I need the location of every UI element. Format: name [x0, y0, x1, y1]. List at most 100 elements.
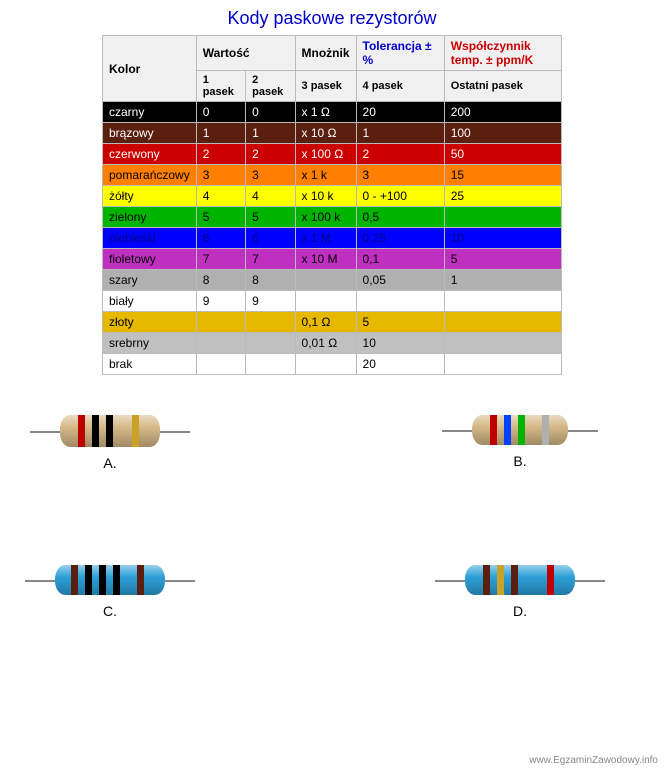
table-cell — [444, 354, 561, 375]
table-cell: 10 — [356, 333, 444, 354]
table-cell: 2 — [246, 144, 295, 165]
table-cell: 0,05 — [356, 270, 444, 291]
resistor-c: C. — [30, 565, 190, 619]
table-cell: 1 — [246, 123, 295, 144]
col-2pasek: 2 pasek — [246, 71, 295, 102]
table-cell: 7 — [196, 249, 245, 270]
table-cell — [246, 333, 295, 354]
col-wartosc: Wartość — [196, 36, 295, 71]
table-cell — [444, 291, 561, 312]
table-cell: 5 — [246, 207, 295, 228]
resistor-label: D. — [440, 603, 600, 619]
table-cell: x 100 Ω — [295, 144, 356, 165]
table-cell: 8 — [196, 270, 245, 291]
resistor-label: C. — [30, 603, 190, 619]
resistor-color-table: Kolor Wartość Mnożnik Tolerancja ± % Wsp… — [102, 35, 562, 375]
table-row: czerwony22x 100 Ω250 — [103, 144, 562, 165]
resistor-band — [504, 415, 511, 445]
table-row: pomarańczowy33x 1 k315 — [103, 165, 562, 186]
table-cell: 2 — [356, 144, 444, 165]
table-cell — [196, 354, 245, 375]
table-row: żółty44x 10 k0 - +10025 — [103, 186, 562, 207]
table-cell: x 10 M — [295, 249, 356, 270]
resistor-band — [78, 415, 85, 447]
table-cell — [444, 207, 561, 228]
table-cell: x 10 k — [295, 186, 356, 207]
table-cell: 3 — [246, 165, 295, 186]
table-cell: 1 — [196, 123, 245, 144]
table-cell: 100 — [444, 123, 561, 144]
resistor-d: D. — [440, 565, 600, 619]
table-cell: 2 — [196, 144, 245, 165]
resistor-b: B. — [440, 415, 600, 469]
table-cell: 1 — [444, 270, 561, 291]
table-row: czarny00x 1 Ω20200 — [103, 102, 562, 123]
table-cell: 0 — [196, 102, 245, 123]
table-cell — [444, 312, 561, 333]
table-cell: 0 - +100 — [356, 186, 444, 207]
table-cell: 25 — [444, 186, 561, 207]
table-cell: 8 — [246, 270, 295, 291]
table-cell: 9 — [246, 291, 295, 312]
resistor-band — [490, 415, 497, 445]
col-4pasek: 4 pasek — [356, 71, 444, 102]
resistor-band — [547, 565, 554, 595]
table-cell — [444, 333, 561, 354]
resistor-band — [137, 565, 144, 595]
table-row: srebrny0,01 Ω10 — [103, 333, 562, 354]
col-tcr: Współczynnik temp. ± ppm/K — [444, 36, 561, 71]
table-cell: 3 — [196, 165, 245, 186]
resistor-band — [497, 565, 504, 595]
resistor-band — [518, 415, 525, 445]
table-cell: 10 — [444, 228, 561, 249]
table-cell: x 100 k — [295, 207, 356, 228]
table-cell: czarny — [103, 102, 197, 123]
table-cell: 0,01 Ω — [295, 333, 356, 354]
col-kolor: Kolor — [103, 36, 197, 102]
table-cell: 7 — [246, 249, 295, 270]
table-cell: pomarańczowy — [103, 165, 197, 186]
table-cell — [196, 333, 245, 354]
table-header-row-1: Kolor Wartość Mnożnik Tolerancja ± % Wsp… — [103, 36, 562, 71]
table-cell — [295, 354, 356, 375]
table-cell: szary — [103, 270, 197, 291]
table-row: złoty0,1 Ω5 — [103, 312, 562, 333]
table-cell: 5 — [356, 312, 444, 333]
table-cell: 20 — [356, 354, 444, 375]
table-cell: biały — [103, 291, 197, 312]
table-cell: brak — [103, 354, 197, 375]
table-cell: x 10 Ω — [295, 123, 356, 144]
table-cell: x 1 Ω — [295, 102, 356, 123]
resistor-label: A. — [30, 455, 190, 471]
table-cell — [246, 312, 295, 333]
table-cell: 200 — [444, 102, 561, 123]
table-cell — [295, 291, 356, 312]
table-row: niebieski66x 1 M0,2510 — [103, 228, 562, 249]
resistor-band — [106, 415, 113, 447]
resistor-band — [132, 415, 139, 447]
table-cell: brązowy — [103, 123, 197, 144]
resistor-images: A. B. C. D. — [0, 415, 664, 755]
table-cell: 5 — [196, 207, 245, 228]
table-cell — [196, 312, 245, 333]
table-cell: fioletowy — [103, 249, 197, 270]
table-cell: x 1 M — [295, 228, 356, 249]
resistor-label: B. — [440, 453, 600, 469]
resistor-band — [113, 565, 120, 595]
table-cell: 0,1 — [356, 249, 444, 270]
table-cell: 5 — [444, 249, 561, 270]
table-row: zielony55x 100 k0,5 — [103, 207, 562, 228]
table-row: szary880,051 — [103, 270, 562, 291]
table-cell: 6 — [196, 228, 245, 249]
page-title: Kody paskowe rezystorów — [0, 0, 664, 35]
col-3pasek: 3 pasek — [295, 71, 356, 102]
table-cell: zielony — [103, 207, 197, 228]
table-cell: 4 — [246, 186, 295, 207]
table-cell: żółty — [103, 186, 197, 207]
table-cell — [295, 270, 356, 291]
col-mnoznik: Mnożnik — [295, 36, 356, 71]
table-cell: 9 — [196, 291, 245, 312]
resistor-band — [511, 565, 518, 595]
resistor-band — [483, 565, 490, 595]
table-cell: złoty — [103, 312, 197, 333]
